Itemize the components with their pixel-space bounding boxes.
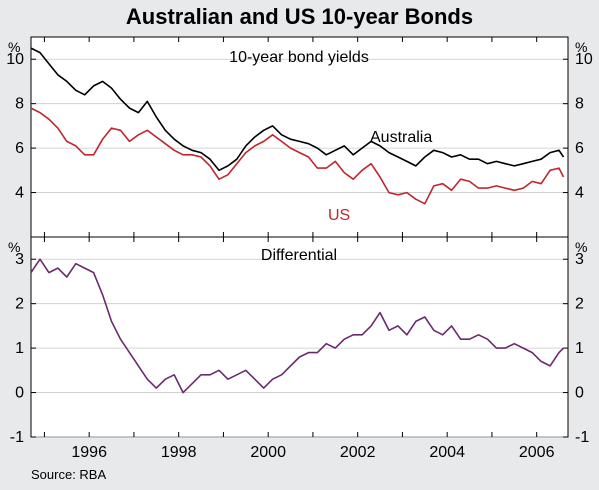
y-tick-label-left: 0 [15,385,24,402]
top-right-unit: % [575,39,587,55]
y-tick-label-right: 10 [575,51,593,68]
bottom-panel-frame [30,236,569,438]
top-panel-title: 10-year bond yields [229,49,369,66]
y-tick-label-left: 6 [15,140,24,157]
x-tick-label: 2000 [250,444,286,461]
y-tick-label-right: 8 [575,96,584,113]
top-panel-frame [30,36,569,238]
x-tick-label: 2006 [519,444,555,461]
y-tick-label-left: -1 [10,429,24,446]
x-tick-label: 2002 [340,444,376,461]
series-line-us [30,107,565,205]
y-tick-label-right: 0 [575,385,584,402]
series-label-us: US [328,207,350,224]
x-tick-label: 1998 [161,444,197,461]
y-tick-label-left: 8 [15,96,24,113]
y-tick-label-right: -1 [575,429,589,446]
x-tick-label: 1996 [71,444,107,461]
y-tick-label-right: 2 [575,296,584,313]
y-tick-label-left: 1 [15,340,24,357]
y-tick-label-left: 3 [15,251,24,268]
chart-title: Australian and US 10-year Bonds [125,4,474,29]
y-tick-label-right: 1 [575,340,584,357]
y-tick-label-right: 3 [575,251,584,268]
bottom-panel-title: Differential [261,247,337,264]
series-line-differential [30,258,565,394]
series-line-australia [30,47,565,172]
series-label-australia: Australia [370,129,432,146]
bottom-left-unit: % [8,239,20,255]
bottom-right-unit: % [575,239,587,255]
y-tick-label-left: 2 [15,296,24,313]
top-left-unit: % [8,39,20,55]
y-tick-label-right: 6 [575,140,584,157]
y-tick-label-left: 10 [6,51,24,68]
y-tick-label-right: 4 [575,185,584,202]
source-note: Source: RBA [31,467,107,482]
x-tick-label: 2004 [429,444,465,461]
y-tick-label-left: 4 [15,185,24,202]
